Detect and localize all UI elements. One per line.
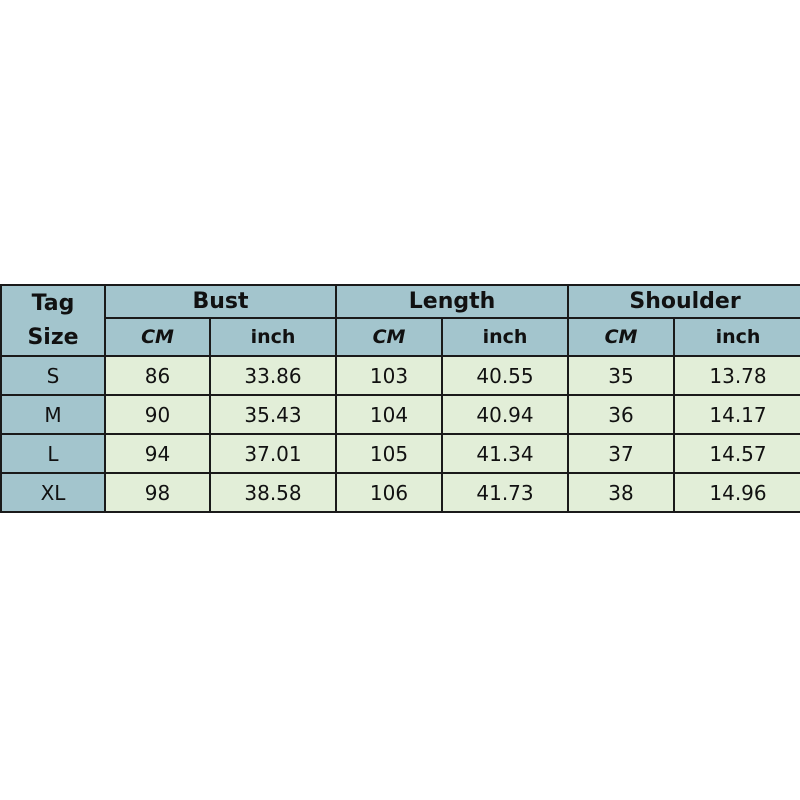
- table-row: M 90 35.43 104 40.94 36 14.17: [0, 394, 800, 435]
- size-chart-table: Tag Size Bust Length Shoulder CM inch CM …: [0, 284, 800, 513]
- value-cell: 36: [567, 394, 676, 435]
- value-cell: 13.78: [673, 355, 800, 396]
- value-cell: 103: [335, 355, 444, 396]
- value-cell: 94: [104, 433, 211, 474]
- value-cell: 35.43: [208, 394, 338, 435]
- table-row: S 86 33.86 103 40.55 35 13.78: [0, 355, 800, 396]
- header-row-groups: Tag Size Bust Length Shoulder: [0, 284, 800, 357]
- size-cell: L: [0, 433, 106, 474]
- value-cell: 35: [567, 355, 676, 396]
- length-header: Length: [335, 284, 570, 319]
- unit-header: CM: [335, 317, 444, 357]
- value-cell: 105: [335, 433, 444, 474]
- table-row: L 94 37.01 105 41.34 37 14.57: [0, 433, 800, 474]
- unit-header: inch: [208, 317, 338, 357]
- value-cell: 86: [104, 355, 211, 396]
- size-cell: S: [0, 355, 106, 396]
- value-cell: 104: [335, 394, 444, 435]
- value-cell: 40.94: [441, 394, 570, 435]
- value-cell: 40.55: [441, 355, 570, 396]
- value-cell: 14.17: [673, 394, 800, 435]
- header-row-units: CM inch CM inch CM inch: [1, 317, 800, 357]
- size-label: Size: [27, 324, 79, 350]
- size-cell: XL: [0, 472, 106, 513]
- size-cell: M: [0, 394, 106, 435]
- tag-label: Tag: [31, 290, 75, 316]
- unit-header: CM: [104, 317, 211, 357]
- value-cell: 98: [104, 472, 211, 513]
- value-cell: 41.34: [441, 433, 570, 474]
- value-cell: 37.01: [208, 433, 338, 474]
- value-cell: 106: [335, 472, 444, 513]
- value-cell: 37: [567, 433, 676, 474]
- value-cell: 33.86: [208, 355, 338, 396]
- value-cell: 41.73: [441, 472, 570, 513]
- value-cell: 38.58: [208, 472, 338, 513]
- value-cell: 38: [567, 472, 676, 513]
- shoulder-header: Shoulder: [567, 284, 800, 319]
- table-row: XL 98 38.58 106 41.73 38 14.96: [0, 472, 800, 513]
- tag-size-header: Tag Size: [0, 284, 106, 357]
- value-cell: 14.57: [673, 433, 800, 474]
- value-cell: 14.96: [673, 472, 800, 513]
- value-cell: 90: [104, 394, 211, 435]
- bust-header: Bust: [103, 284, 338, 319]
- unit-header: inch: [441, 317, 570, 357]
- unit-header: inch: [673, 317, 800, 357]
- unit-header: CM: [567, 317, 676, 357]
